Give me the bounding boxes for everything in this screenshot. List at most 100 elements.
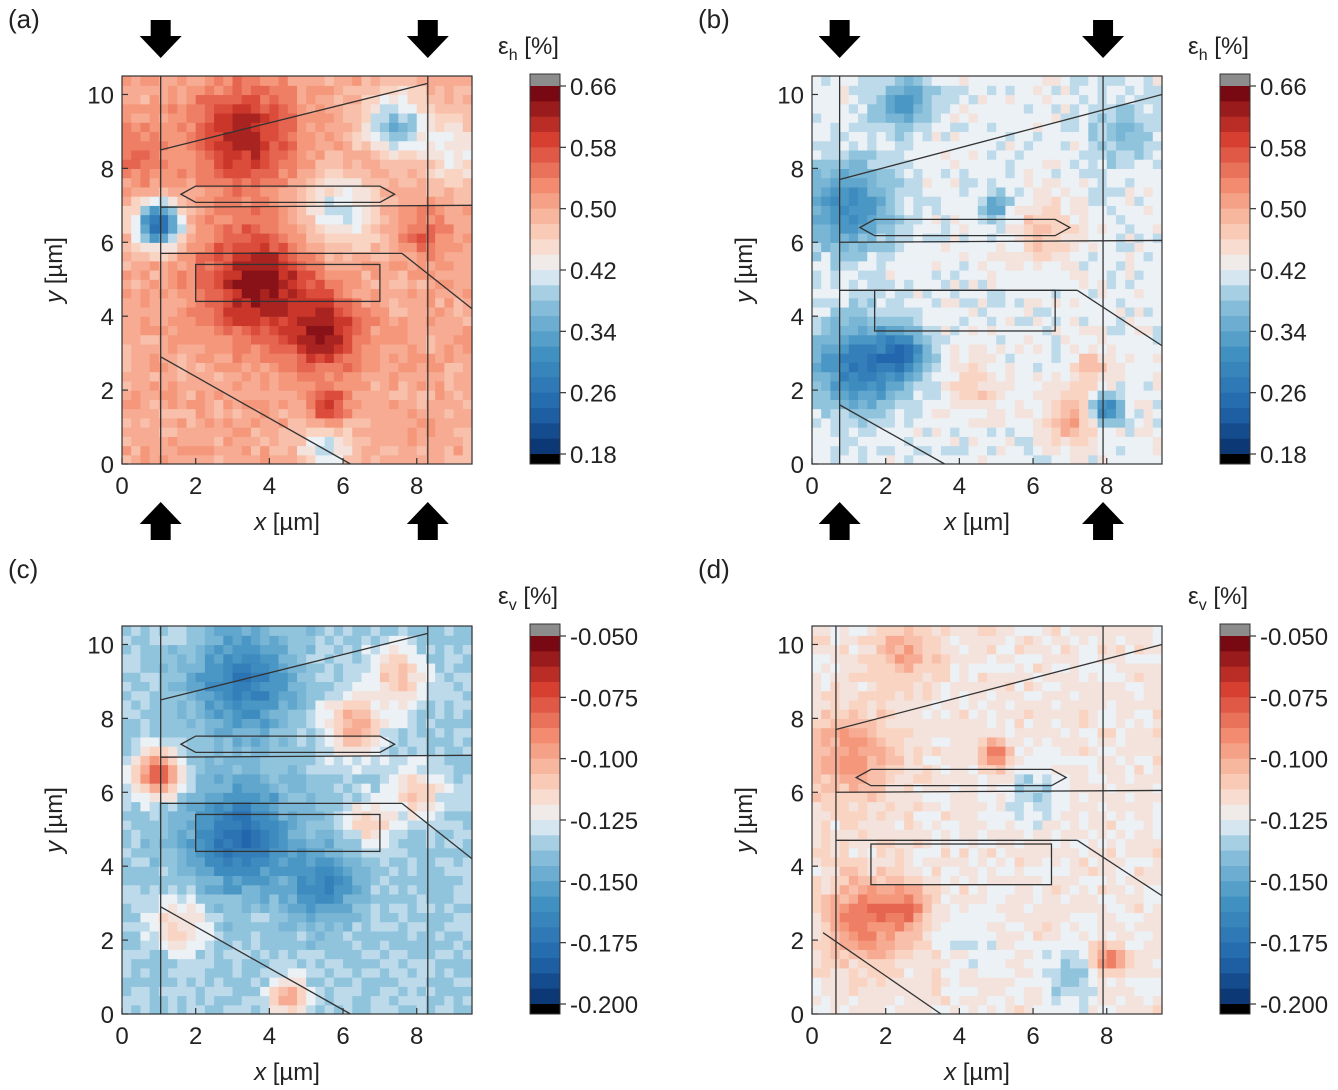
heatmap-cell [940, 122, 951, 133]
heatmap-cell [389, 325, 399, 336]
heatmap-cell [241, 223, 252, 234]
heatmap-cell [260, 353, 270, 363]
heatmap-cell [168, 930, 178, 941]
colorbar-frame [1219, 73, 1251, 465]
heatmap-cell [858, 306, 868, 317]
colorbar-step [530, 636, 560, 652]
heatmap-cell [1014, 242, 1025, 253]
heatmap-cell [1134, 131, 1145, 142]
heatmap-cell [287, 76, 298, 86]
boundary-line [160, 82, 428, 151]
heatmap-cell [333, 681, 344, 692]
heatmap-cell [131, 801, 142, 812]
heatmap-cell [131, 856, 142, 867]
heatmap-cell [398, 829, 409, 840]
heatmap-cell [1125, 334, 1135, 345]
heatmap-cell [894, 445, 905, 456]
heatmap-cell [839, 233, 850, 243]
heatmap-cell [453, 709, 464, 719]
heatmap-cell [250, 847, 261, 858]
heatmap-cell [186, 626, 197, 636]
boundary-line [160, 356, 351, 465]
heatmap-cell [379, 755, 390, 766]
heatmap-cell [444, 662, 455, 673]
heatmap-cell [122, 672, 132, 683]
heatmap-cell [204, 810, 215, 821]
heatmap-cell [453, 297, 464, 308]
boundary-line [839, 93, 1163, 181]
heatmap-cell [204, 168, 215, 179]
heatmap-cell [950, 131, 960, 142]
heatmap-cell [122, 112, 132, 123]
heatmap-cell [416, 958, 427, 969]
heatmap-cell [204, 94, 215, 105]
heatmap-cell [140, 233, 151, 243]
colorbar-step [1220, 300, 1250, 317]
heatmap-cell [315, 325, 326, 336]
heatmap-cell [407, 866, 418, 877]
heatmap-cell [333, 279, 344, 290]
heatmap-cell [177, 949, 188, 960]
heatmap-cell [435, 1004, 445, 1015]
heatmap-cell [812, 94, 822, 105]
heatmap-cell [287, 829, 298, 840]
heatmap-cell [453, 233, 464, 243]
heatmap-cell [177, 875, 188, 886]
heatmap-cell [131, 699, 142, 710]
x-tick-label: 0 [115, 473, 128, 500]
heatmap-cell [324, 436, 335, 447]
heatmap-cell [1042, 131, 1053, 142]
heatmap-cell [1134, 316, 1145, 327]
heatmap-cell [149, 325, 160, 336]
heatmap-cell [223, 270, 234, 280]
heatmap-cell [260, 810, 270, 821]
heatmap-cell [297, 270, 307, 280]
heatmap-cell [1088, 445, 1099, 456]
heatmap-cell [352, 1004, 363, 1015]
heatmap-cell [260, 635, 270, 646]
heatmap-cell [131, 921, 142, 932]
heatmap-cell [885, 297, 896, 308]
heatmap-cell [232, 399, 243, 410]
heatmap-cell [241, 921, 252, 932]
heatmap-cell [250, 168, 261, 179]
heatmap-cell [996, 260, 1007, 271]
heatmap-cell [462, 279, 473, 290]
heatmap-cell [977, 454, 988, 465]
heatmap-cell [250, 196, 261, 206]
heatmap-cell [1060, 436, 1071, 447]
heatmap-cell [987, 436, 997, 447]
heatmap-cell [453, 306, 464, 317]
heatmap-cell [959, 436, 970, 447]
heatmap-cell [343, 662, 353, 673]
heatmap-cell [287, 177, 298, 188]
heatmap-cell [940, 103, 951, 114]
heatmap-cell [379, 251, 390, 262]
heatmap-cell [315, 334, 326, 345]
heatmap-cell [214, 1004, 224, 1015]
heatmap-cell [131, 288, 142, 299]
heatmap-cell [407, 958, 418, 969]
heatmap-cell [1069, 260, 1080, 271]
heatmap-cell [453, 122, 464, 133]
heatmap-cell [306, 186, 317, 197]
heatmap-cell [324, 958, 335, 969]
heatmap-cell [1143, 454, 1154, 465]
heatmap-cell [177, 316, 188, 327]
heatmap-cell [241, 417, 252, 428]
heatmap-cell [232, 820, 243, 830]
heatmap-cell [186, 856, 197, 867]
heatmap-cell [1143, 214, 1154, 225]
heatmap-cell [425, 856, 436, 867]
heatmap-cell [122, 995, 132, 1006]
heatmap-cell [839, 177, 850, 188]
heatmap-cell [858, 242, 868, 253]
heatmap-cell [324, 94, 335, 105]
heatmap-cell [140, 196, 151, 206]
heatmap-cell [904, 260, 914, 271]
heatmap-cell [996, 242, 1007, 253]
colorbar-step [1220, 178, 1250, 194]
heatmap-cell [324, 875, 335, 886]
heatmap-cell [1014, 445, 1025, 456]
heatmap-cell [398, 764, 409, 775]
